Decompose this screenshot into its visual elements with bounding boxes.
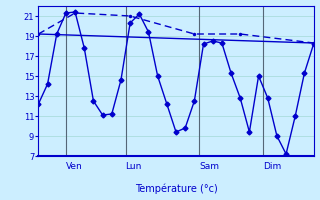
Text: Lun: Lun <box>125 162 142 171</box>
Text: Température (°c): Température (°c) <box>135 183 217 194</box>
Text: Sam: Sam <box>199 162 219 171</box>
Text: Ven: Ven <box>66 162 83 171</box>
Text: Dim: Dim <box>263 162 281 171</box>
